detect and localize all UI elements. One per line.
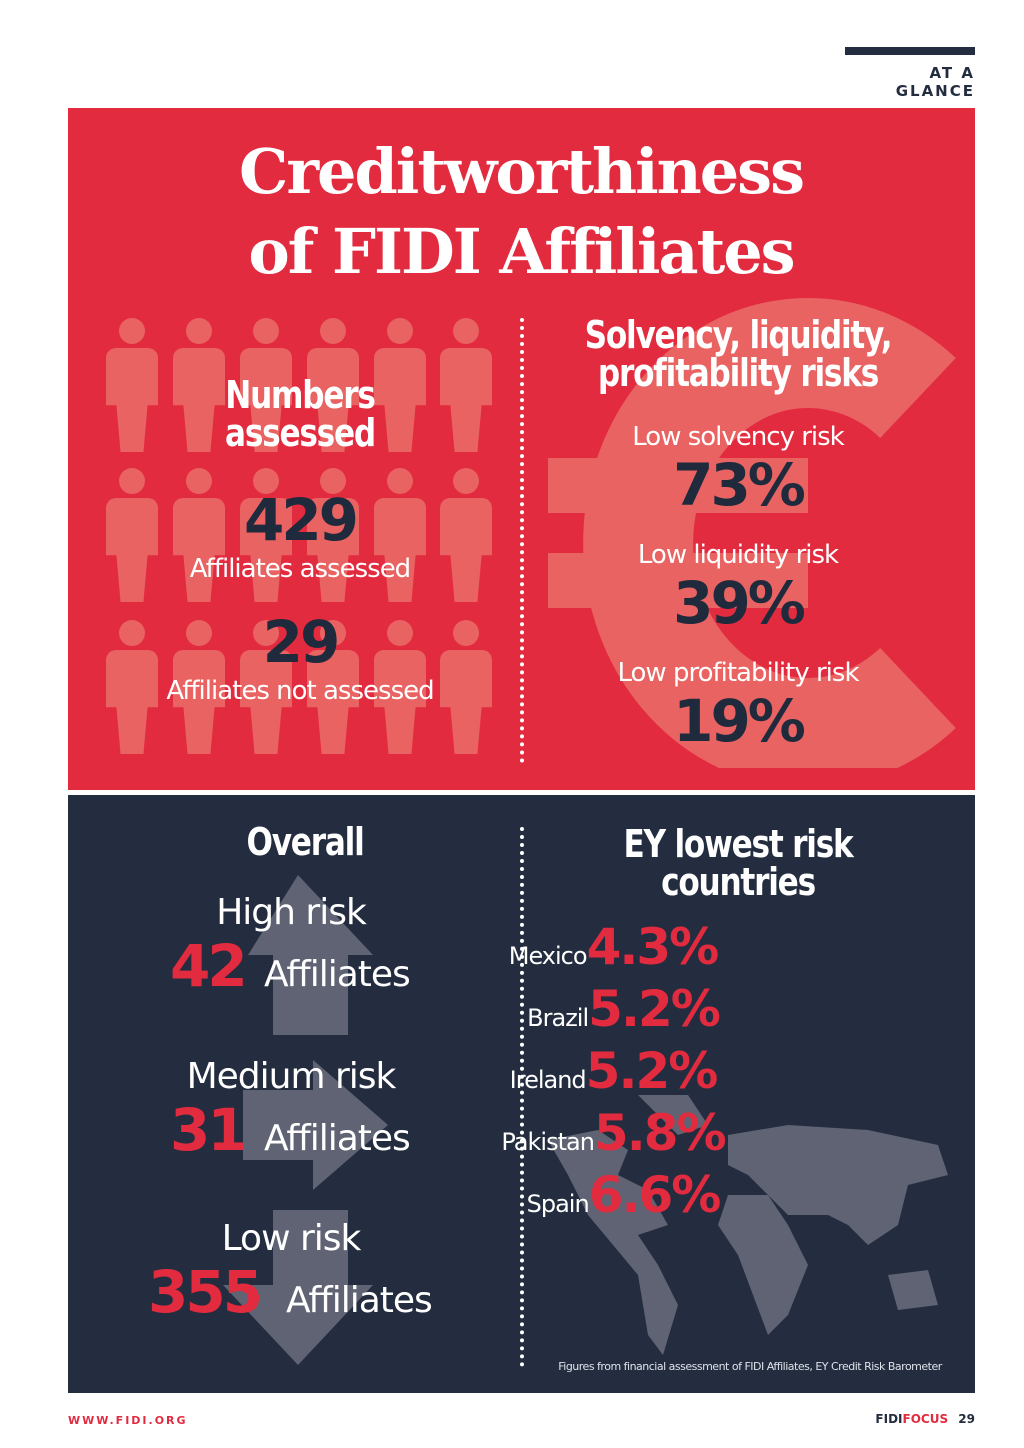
person-icon bbox=[106, 318, 158, 458]
risk-level-unit: Affiliates bbox=[286, 1280, 433, 1321]
numbers-heading: Numbers assessed bbox=[225, 373, 376, 455]
country-value: 4.3% bbox=[586, 918, 720, 976]
risks-heading: Solvency, liquidity, profitability risks bbox=[584, 313, 893, 395]
countries-heading-1: EY lowest risk bbox=[623, 822, 853, 866]
risk-label: Low liquidity risk bbox=[637, 540, 839, 570]
country-name: Spain bbox=[526, 1190, 590, 1218]
risks-heading-1: Solvency, liquidity, bbox=[584, 313, 893, 357]
country-name: Mexico bbox=[508, 942, 588, 970]
title-line-2: of FIDI Affiliates bbox=[248, 215, 795, 288]
header-bar bbox=[845, 47, 975, 55]
country-row: Pakistan 5.8% bbox=[501, 1104, 727, 1162]
brand-focus: FOCUS bbox=[902, 1412, 949, 1426]
risk-level-label: Low risk bbox=[221, 1218, 362, 1259]
risk-level-unit: Affiliates bbox=[264, 1118, 411, 1159]
person-icon bbox=[240, 318, 292, 458]
risk-level-value: 31 bbox=[170, 1096, 248, 1164]
numbers-heading-2: assessed bbox=[225, 411, 376, 455]
background-graphics bbox=[223, 875, 948, 1365]
person-icon bbox=[106, 620, 158, 760]
arrow-right-icon bbox=[243, 1060, 388, 1190]
country-value: 5.2% bbox=[585, 1042, 719, 1100]
navy-panel: Overall High risk 42 Affiliates Medium r… bbox=[68, 795, 975, 1393]
person-icon bbox=[374, 620, 426, 760]
risk-level-label: High risk bbox=[216, 892, 367, 933]
person-icon bbox=[307, 468, 359, 608]
countries-heading-2: countries bbox=[661, 860, 816, 904]
risk-label: Low profitability risk bbox=[617, 658, 859, 688]
footer-brand: FIDIFOCUS 29 bbox=[875, 1412, 975, 1426]
red-panel: Creditworthiness of FIDI Affiliates Numb… bbox=[68, 108, 975, 790]
page-number: 29 bbox=[958, 1412, 975, 1426]
brand-fidi: FIDI bbox=[875, 1412, 903, 1426]
euro-icon bbox=[548, 298, 956, 768]
assessed-label: Affiliates assessed bbox=[189, 554, 411, 584]
risks-heading-2: profitability risks bbox=[597, 351, 879, 395]
country-value: 5.8% bbox=[593, 1104, 727, 1162]
not-assessed-label: Affiliates not assessed bbox=[166, 676, 434, 706]
arrow-up-icon bbox=[248, 875, 373, 1035]
risk-level-unit: Affiliates bbox=[264, 954, 411, 995]
country-value: 6.6% bbox=[588, 1166, 722, 1224]
divider bbox=[520, 318, 524, 763]
person-icon bbox=[307, 620, 359, 760]
risk-level-value: 355 bbox=[148, 1258, 263, 1326]
risk-value: 73% bbox=[673, 451, 806, 519]
title-line-1: Creditworthiness bbox=[239, 135, 805, 208]
country-row: Mexico 4.3% bbox=[508, 918, 720, 976]
country-row: Ireland 5.2% bbox=[509, 1042, 719, 1100]
country-row: Spain 6.6% bbox=[526, 1166, 722, 1224]
person-icon bbox=[173, 620, 225, 760]
person-icon bbox=[440, 318, 492, 458]
overall-heading: Overall bbox=[246, 820, 364, 864]
person-icon bbox=[374, 318, 426, 458]
person-icon bbox=[240, 468, 292, 608]
risk-level-label: Medium risk bbox=[186, 1056, 397, 1097]
divider bbox=[520, 827, 524, 1367]
world-map-icon bbox=[548, 1095, 948, 1355]
country-value: 5.2% bbox=[588, 980, 721, 1038]
arrow-down-icon bbox=[223, 1210, 373, 1365]
numbers-heading-1: Numbers bbox=[225, 373, 376, 417]
footer-url[interactable]: WWW.FIDI.ORG bbox=[68, 1414, 188, 1427]
section-label: AT A GLANCE bbox=[895, 64, 975, 100]
risk-value: 39% bbox=[673, 569, 806, 637]
person-icon bbox=[240, 620, 292, 760]
country-row: Brazil 5.2% bbox=[527, 980, 721, 1038]
person-icon bbox=[440, 468, 492, 608]
person-icon bbox=[106, 468, 158, 608]
not-assessed-value: 29 bbox=[262, 608, 341, 676]
source-note: Figures from financial assessment of FID… bbox=[558, 1360, 942, 1373]
person-icon bbox=[374, 468, 426, 608]
person-icon bbox=[173, 318, 225, 458]
risk-level-value: 42 bbox=[170, 932, 248, 1000]
country-name: Brazil bbox=[527, 1004, 589, 1032]
assessed-value: 429 bbox=[243, 486, 359, 554]
countries-heading: EY lowest risk countries bbox=[623, 822, 853, 904]
country-name: Pakistan bbox=[501, 1128, 594, 1156]
person-icon bbox=[440, 620, 492, 760]
country-name: Ireland bbox=[509, 1066, 587, 1094]
person-icon bbox=[307, 318, 359, 458]
risk-value: 19% bbox=[673, 687, 806, 755]
risk-label: Low solvency risk bbox=[632, 422, 844, 452]
person-icon bbox=[173, 468, 225, 608]
